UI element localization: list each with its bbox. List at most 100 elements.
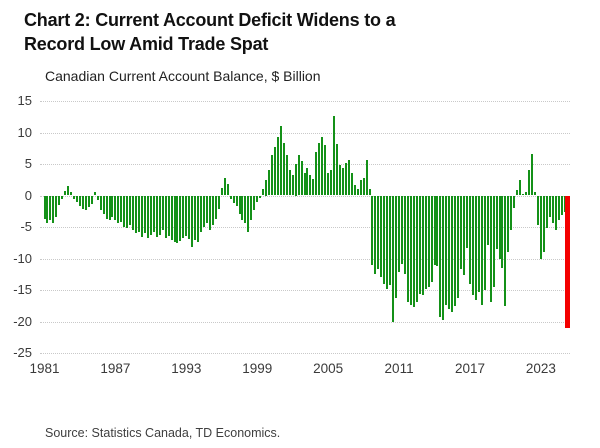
bar [519,180,522,196]
bar [111,195,114,217]
bar [271,155,274,196]
x-tick-label: 1987 [100,361,131,376]
bar [268,170,271,196]
bar [108,195,111,221]
chart-title-line-1: Chart 2: Current Account Deficit Widens … [24,10,396,30]
bar [507,195,510,253]
bar [259,195,262,199]
bar [471,195,474,296]
bar [350,173,353,196]
bar [149,195,152,236]
bar [312,179,315,196]
bar [167,195,170,236]
y-tick-label: 15 [17,93,32,108]
y-tick-label: -15 [13,282,32,297]
bar [359,180,362,196]
bar [448,195,451,309]
bar [539,195,542,259]
y-tick-label: -25 [13,345,32,360]
bar [356,188,359,196]
bar [253,195,256,210]
bar [70,191,73,196]
bar [206,195,208,224]
y-tick-label: -20 [13,313,32,329]
bar [235,195,238,206]
bar [49,195,52,221]
bar [501,195,504,268]
bar [194,195,197,241]
bar [67,186,70,196]
gridline-10 [40,132,570,134]
bar [170,195,173,241]
bar [135,195,138,234]
bar [250,195,253,221]
y-tick-label: 10 [17,124,32,140]
bar [463,195,466,275]
bar [200,195,203,233]
bar [386,195,389,289]
bar [374,195,377,274]
bar [560,195,563,216]
bar [371,195,374,265]
bar [430,195,433,282]
bar [427,195,430,287]
bar [105,195,108,219]
bar [241,195,244,221]
bar [84,195,87,210]
bar [492,195,495,287]
bar [120,195,123,222]
x-tick-label: 2005 [313,361,344,376]
bar [398,195,401,272]
bar [99,195,102,210]
bar [460,195,463,269]
bar [141,195,143,238]
bar [208,195,211,231]
chart-subtitle: Canadian Current Account Balance, $ Bill… [45,68,321,84]
bar [256,195,259,202]
bar [188,195,191,239]
bar [480,195,483,306]
bar [185,195,188,236]
x-tick-label: 1993 [171,361,202,376]
bar [73,195,76,199]
bar [164,195,167,239]
bar [232,195,235,204]
bar [486,195,489,246]
bar [158,195,161,235]
bar [536,195,539,226]
gridline--10 [40,258,570,260]
bar [126,195,129,229]
x-tick-label: 2023 [525,361,556,376]
bar [442,195,445,320]
bar [285,155,288,196]
bar [324,145,327,196]
bar [90,195,93,204]
bar [451,195,454,313]
bar [516,190,519,196]
bar [155,195,158,238]
bar [52,195,55,223]
bar [445,195,448,306]
bar [191,195,194,247]
bar [341,168,344,196]
bar [294,164,297,196]
bar [179,195,182,241]
bar [474,195,477,301]
bar [403,195,406,274]
bar [421,195,424,296]
bar [380,195,383,277]
bar [395,195,398,299]
bar [300,160,303,196]
bar [291,175,294,196]
gridline--25 [40,353,570,354]
bar [297,154,300,196]
bar [129,195,132,226]
bar [409,195,412,306]
bar [161,195,164,231]
y-tick-label: 0 [24,187,32,203]
x-tick-label: 2017 [454,361,485,376]
bar [362,178,365,196]
bar [282,143,285,196]
bar [347,160,350,196]
